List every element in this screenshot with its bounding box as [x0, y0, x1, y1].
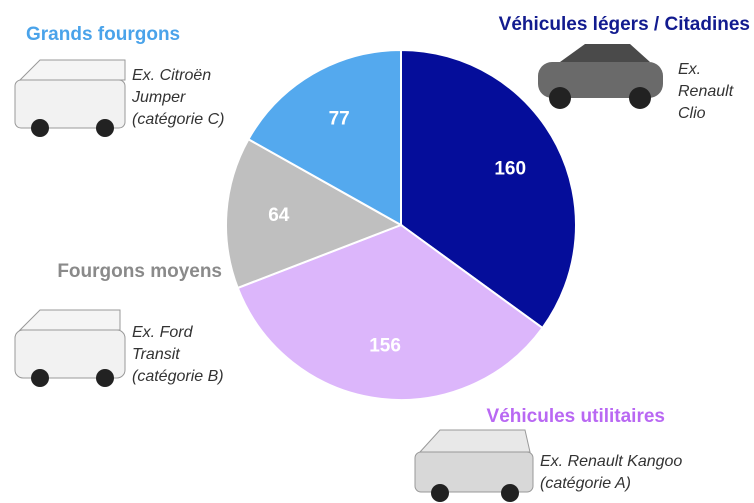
pie-slice	[400, 48, 577, 330]
example-text: (catégorie A)	[540, 475, 631, 492]
pie-slice	[236, 223, 544, 401]
car-icon	[414, 429, 534, 502]
example-text: Ex. Renault Kangoo	[540, 453, 682, 470]
pie-slice	[247, 48, 402, 227]
example-text: (catégorie C)	[132, 111, 224, 128]
example-text: Renault	[678, 83, 734, 100]
value-label: 64	[268, 205, 290, 226]
car-icon	[14, 309, 126, 387]
pie-slice	[225, 137, 404, 290]
example-text: Transit	[132, 346, 180, 363]
example-text: Ex. Citroën	[132, 67, 211, 84]
category-label: Grands fourgons	[26, 24, 180, 45]
value-label: 160	[494, 158, 526, 179]
example-text: Jumper	[131, 89, 186, 106]
example-text: Ex. Ford	[132, 324, 194, 341]
example-text: Clio	[678, 105, 706, 122]
example-text: (catégorie B)	[132, 368, 224, 385]
value-label: 77	[329, 108, 350, 129]
car-icon	[538, 44, 663, 109]
category-label: Véhicules utilitaires	[487, 406, 665, 427]
example-text: Ex.	[678, 61, 701, 78]
category-label: Fourgons moyens	[57, 261, 222, 282]
car-icon	[14, 59, 126, 137]
category-label: Véhicules légers / Citadines	[499, 14, 750, 35]
value-label: 156	[369, 335, 401, 356]
